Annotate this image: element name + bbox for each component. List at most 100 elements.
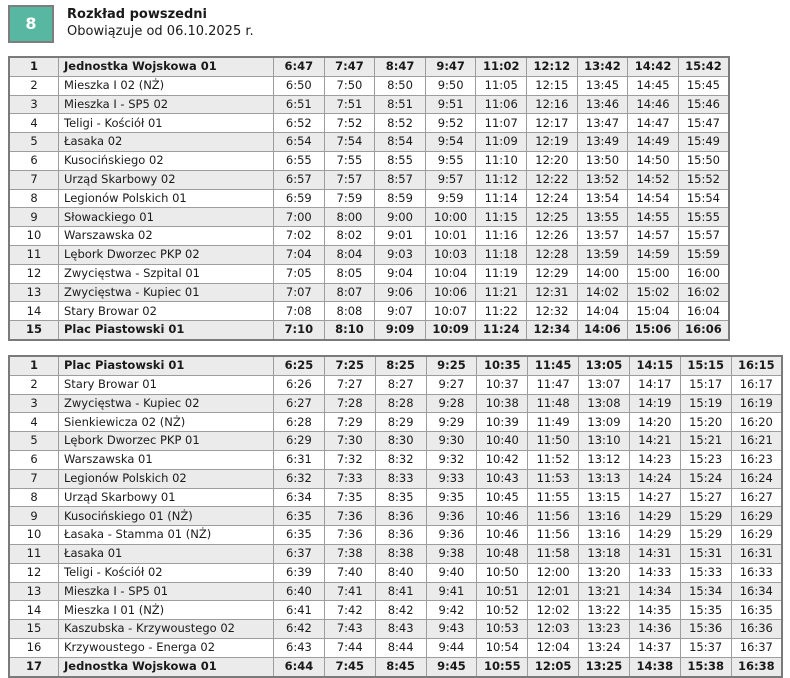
time-cell: 16:20 [730,412,783,433]
time-cell: 11:50 [527,431,580,451]
stop-name-cell: Jednostka Wojskowa 01 [58,656,274,678]
time-cell: 12:01 [527,581,580,602]
time-cell: 15:20 [679,412,732,433]
time-cell: 15:49 [677,132,730,152]
time-cell: 16:31 [730,543,783,564]
time-cell: 14:42 [627,56,679,77]
time-cell: 14:36 [628,619,681,639]
time-cell: 9:35 [425,487,478,508]
time-cell: 11:05 [475,75,528,96]
time-cell: 14:02 [576,282,629,303]
time-cell: 8:42 [374,600,427,621]
time-cell: 13:42 [576,56,629,77]
line-number-badge: 8 [8,5,54,43]
timetable-row: 1 Jednostka Wojskowa 01 6:47 7:47 8:47 9:47 11… [8,56,730,77]
time-cell: 8:04 [323,244,376,265]
time-cell: 11:47 [527,374,580,395]
time-cell: 8:02 [323,226,376,246]
time-cell: 9:40 [425,562,478,583]
time-cell: 14:34 [628,581,681,602]
time-cell: 10:43 [476,468,529,489]
timetable-body: 1 Jednostka Wojskowa 01 6:47 7:47 8:47 9:47 11… [8,56,730,341]
time-cell: 9:44 [425,637,478,658]
time-cell: 8:29 [374,412,427,433]
time-cell: 11:10 [475,150,528,171]
time-cell: 9:32 [425,449,478,470]
stop-number-cell: 8 [8,487,59,508]
valid-from-text: Obowiązuje od 06.10.2025 r. [67,24,254,39]
time-cell: 14:33 [628,562,681,583]
time-cell: 8:43 [374,619,427,639]
timetable-row: 11 Lębork Dworzec PKP 02 7:04 8:04 9:03 10:03… [8,244,730,265]
time-cell: 8:33 [374,468,427,489]
time-cell: 13:57 [576,226,629,246]
time-cell: 13:50 [576,150,629,171]
time-cell: 11:22 [475,301,528,322]
time-cell: 6:28 [273,412,325,433]
time-cell: 7:36 [323,525,376,545]
time-cell: 14:59 [627,244,679,265]
stop-name-cell: Zwycięstwa - Kupiec 01 [58,282,274,303]
time-cell: 13:18 [578,543,630,564]
timetable-row: 17 Jednostka Wojskowa 01 6:44 7:45 8:45 9:45 1… [8,656,783,678]
time-cell: 16:02 [677,282,730,303]
time-cell: 6:57 [273,169,325,190]
time-cell: 8:55 [374,150,426,171]
stop-number-cell: 17 [8,656,59,678]
time-cell: 8:00 [323,207,376,228]
time-cell: 10:01 [424,226,477,246]
time-cell: 7:59 [323,188,376,209]
timetable-row: 8 Legionów Polskich 01 6:59 7:59 8:59 9:59 11:… [8,188,730,209]
stop-number-cell: 12 [8,263,59,284]
timetable-row: 3 Mieszka I - SP5 02 6:51 7:51 8:51 9:51 11:06… [8,94,730,115]
time-cell: 11:18 [475,244,528,265]
time-cell: 7:29 [323,412,376,433]
time-cell: 11:52 [527,449,580,470]
stop-number-cell: 16 [8,637,59,658]
time-cell: 15:35 [679,600,732,621]
time-cell: 9:03 [374,244,426,265]
timetable-outbound: 1 Jednostka Wojskowa 01 6:47 7:47 8:47 9:47 11… [8,56,730,341]
time-cell: 13:59 [576,244,629,265]
time-cell: 15:34 [679,581,732,602]
time-cell: 7:33 [323,468,376,489]
time-cell: 6:59 [273,188,325,209]
time-cell: 12:26 [526,226,578,246]
time-cell: 14:38 [628,656,681,678]
time-cell: 6:55 [273,150,325,171]
timetable-row: 2 Stary Browar 01 6:26 7:27 8:27 9:27 10:37 11:… [8,374,783,395]
time-cell: 14:29 [628,506,681,527]
time-cell: 6:37 [273,543,325,564]
time-cell: 11:49 [527,412,580,433]
stop-name-cell: Kaszubska - Krzywoustego 02 [58,619,274,639]
time-cell: 14:20 [628,412,681,433]
time-cell: 8:52 [374,113,426,134]
time-cell: 11:14 [475,188,528,209]
time-cell: 15:50 [677,150,730,171]
time-cell: 8:36 [374,506,427,527]
time-cell: 15:29 [679,525,732,545]
timetable-row: 15 Kaszubska - Krzywoustego 02 6:42 7:43 8:4… [8,619,783,639]
time-cell: 7:10 [273,320,325,341]
time-cell: 15:45 [677,75,730,96]
time-cell: 13:49 [576,132,629,152]
timetable-row: 13 Mieszka I - SP5 01 6:40 7:41 8:41 9:41 10:5… [8,581,783,602]
stop-number-cell: 9 [8,506,59,527]
time-cell: 12:12 [526,56,578,77]
time-cell: 13:21 [578,581,630,602]
time-cell: 7:25 [323,355,376,376]
time-cell: 12:24 [526,188,578,209]
time-cell: 10:52 [476,600,529,621]
time-cell: 6:52 [273,113,325,134]
time-cell: 8:25 [374,355,427,376]
time-cell: 10:45 [476,487,529,508]
time-cell: 11:06 [475,94,528,115]
time-cell: 13:07 [578,374,630,395]
time-cell: 7:40 [323,562,376,583]
time-cell: 8:41 [374,581,427,602]
time-cell: 9:52 [424,113,477,134]
stop-number-cell: 5 [8,431,59,451]
stop-number-cell: 8 [8,188,59,209]
time-cell: 9:41 [425,581,478,602]
time-cell: 9:47 [424,56,477,77]
